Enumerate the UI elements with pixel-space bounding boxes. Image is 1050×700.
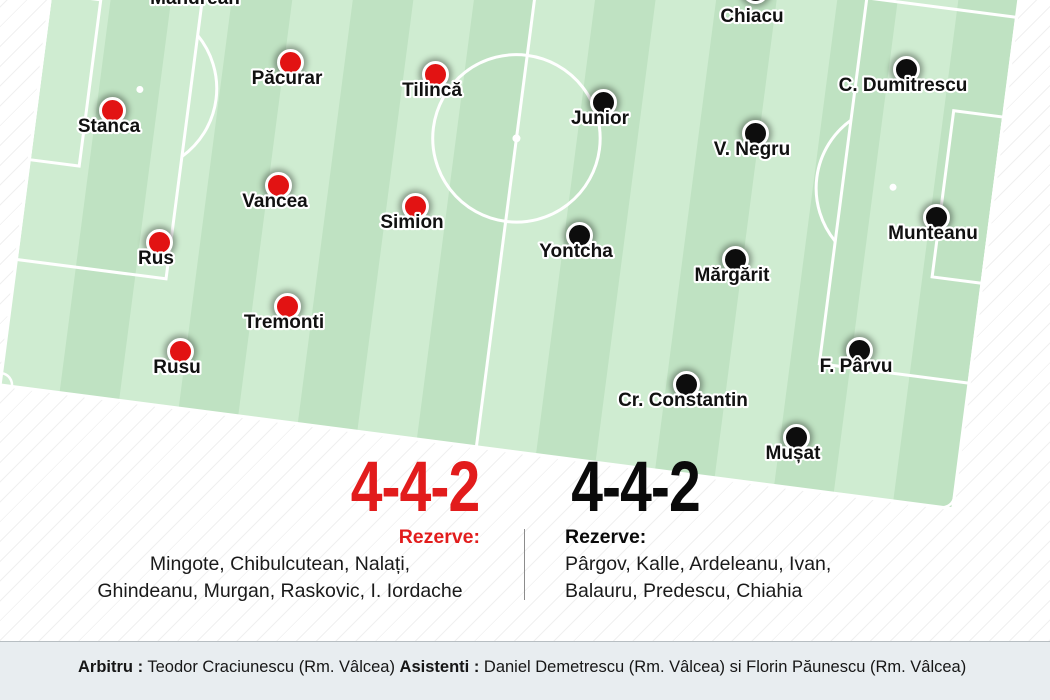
svg-text:Stanca: Stanca: [78, 116, 141, 137]
svg-text:V. Negru: V. Negru: [714, 139, 790, 160]
svg-text:Vancea: Vancea: [242, 191, 308, 212]
svg-text:Tremonti: Tremonti: [244, 312, 324, 333]
svg-text:Rusu: Rusu: [153, 357, 201, 378]
svg-text:Rus: Rus: [138, 248, 174, 269]
svg-text:Mărgărit: Mărgărit: [695, 265, 771, 286]
svg-text:F. Pârvu: F. Pârvu: [820, 356, 893, 377]
svg-text:Mușat: Mușat: [766, 443, 822, 464]
svg-text:Yontcha: Yontcha: [539, 241, 613, 262]
svg-text:Mandrean: Mandrean: [150, 0, 240, 9]
svg-text:Simion: Simion: [380, 212, 443, 233]
svg-text:C. Dumitrescu: C. Dumitrescu: [839, 75, 968, 96]
svg-text:Păcurar: Păcurar: [252, 68, 323, 89]
svg-text:Tilincă: Tilincă: [402, 80, 462, 101]
svg-text:Chiacu: Chiacu: [720, 6, 783, 27]
svg-text:Junior: Junior: [571, 108, 630, 129]
svg-text:Munteanu: Munteanu: [888, 223, 978, 244]
svg-text:Cr. Constantin: Cr. Constantin: [618, 390, 748, 411]
